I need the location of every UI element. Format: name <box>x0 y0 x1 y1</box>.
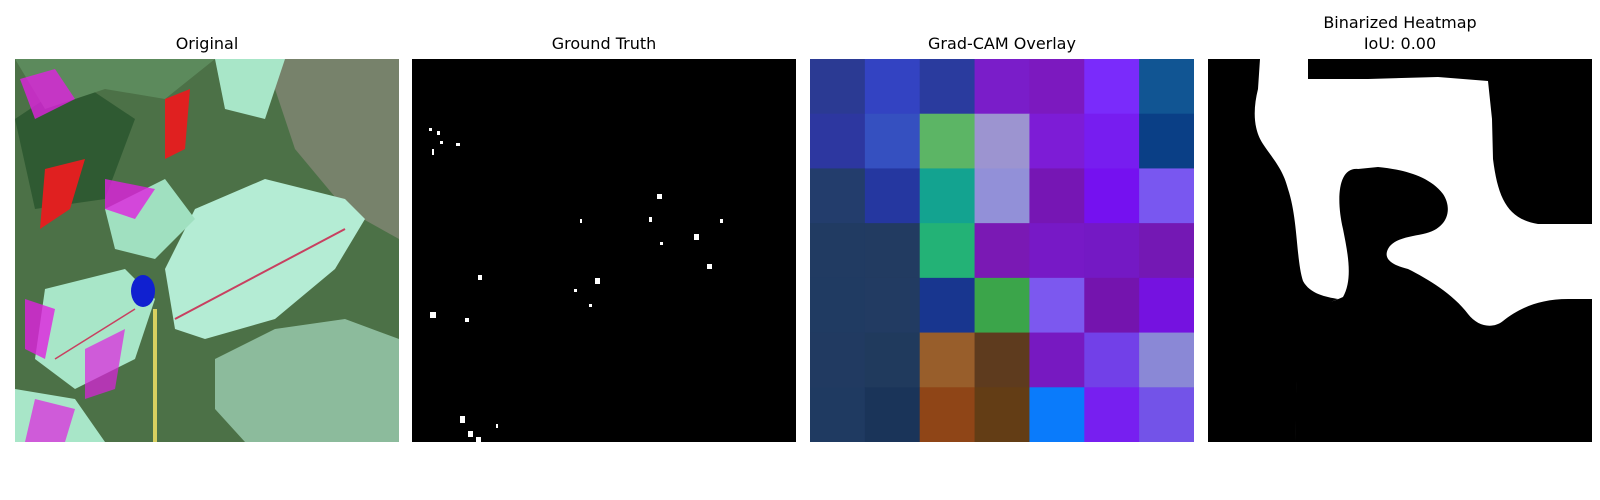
gradcam-cell <box>810 387 865 442</box>
gradcam-cell <box>975 59 1030 114</box>
original-image <box>15 59 399 442</box>
gradcam-cell <box>975 168 1030 223</box>
gradcam-cell <box>1139 114 1194 169</box>
gradcam-cell <box>1029 223 1084 278</box>
gradcam-cell <box>1029 168 1084 223</box>
gradcam-cell <box>1139 223 1194 278</box>
gradcam-cell <box>810 223 865 278</box>
gradcam-cell <box>975 114 1030 169</box>
binarized-heatmap <box>1208 59 1592 442</box>
gradcam-cell <box>865 278 920 333</box>
gradcam-overlay <box>810 59 1194 442</box>
binarized-heatmap-title-line1: Binarized Heatmap <box>1208 12 1592 33</box>
gradcam-cell <box>1139 168 1194 223</box>
gradcam-cell <box>1139 59 1194 114</box>
gradcam-cell <box>920 223 975 278</box>
gradcam-cell <box>1029 114 1084 169</box>
gradcam-cell <box>1029 387 1084 442</box>
gradcam-cell <box>865 333 920 388</box>
gradcam-cell <box>975 223 1030 278</box>
gradcam-cell <box>1084 59 1139 114</box>
gradcam-cell <box>865 114 920 169</box>
gradcam-cell <box>1084 278 1139 333</box>
gradcam-cell <box>865 168 920 223</box>
gradcam-cell <box>1139 387 1194 442</box>
gradcam-cell <box>1084 223 1139 278</box>
gradcam-cell <box>920 59 975 114</box>
gradcam-cell <box>1084 333 1139 388</box>
iou-score-label: IoU: 0.00 <box>1208 33 1592 54</box>
gradcam-cell <box>1084 387 1139 442</box>
gradcam-cell <box>1029 333 1084 388</box>
gradcam-cell <box>975 278 1030 333</box>
gradcam-cell <box>865 387 920 442</box>
gradcam-cell <box>1084 168 1139 223</box>
gradcam-overlay-title: Grad-CAM Overlay <box>810 33 1194 54</box>
gradcam-cell <box>1139 333 1194 388</box>
gradcam-cell <box>810 168 865 223</box>
gradcam-cell <box>920 114 975 169</box>
gradcam-cell <box>810 333 865 388</box>
gradcam-cell <box>1029 278 1084 333</box>
gradcam-cell <box>810 114 865 169</box>
gradcam-cell <box>1029 59 1084 114</box>
gradcam-cell <box>920 387 975 442</box>
gradcam-cell <box>865 223 920 278</box>
original-title: Original <box>15 33 399 54</box>
binarized-heatmap-title: Binarized Heatmap IoU: 0.00 <box>1208 12 1592 54</box>
gradcam-cell <box>975 333 1030 388</box>
gradcam-cell <box>920 168 975 223</box>
gradcam-cell <box>810 278 865 333</box>
ground-truth-mask <box>412 59 796 442</box>
ground-truth-title: Ground Truth <box>412 33 796 54</box>
gradcam-cell <box>1084 114 1139 169</box>
gradcam-cell <box>920 278 975 333</box>
gradcam-cell <box>1139 278 1194 333</box>
gradcam-cell <box>975 387 1030 442</box>
gradcam-cell <box>865 59 920 114</box>
gradcam-cell <box>810 59 865 114</box>
gradcam-cell <box>920 333 975 388</box>
